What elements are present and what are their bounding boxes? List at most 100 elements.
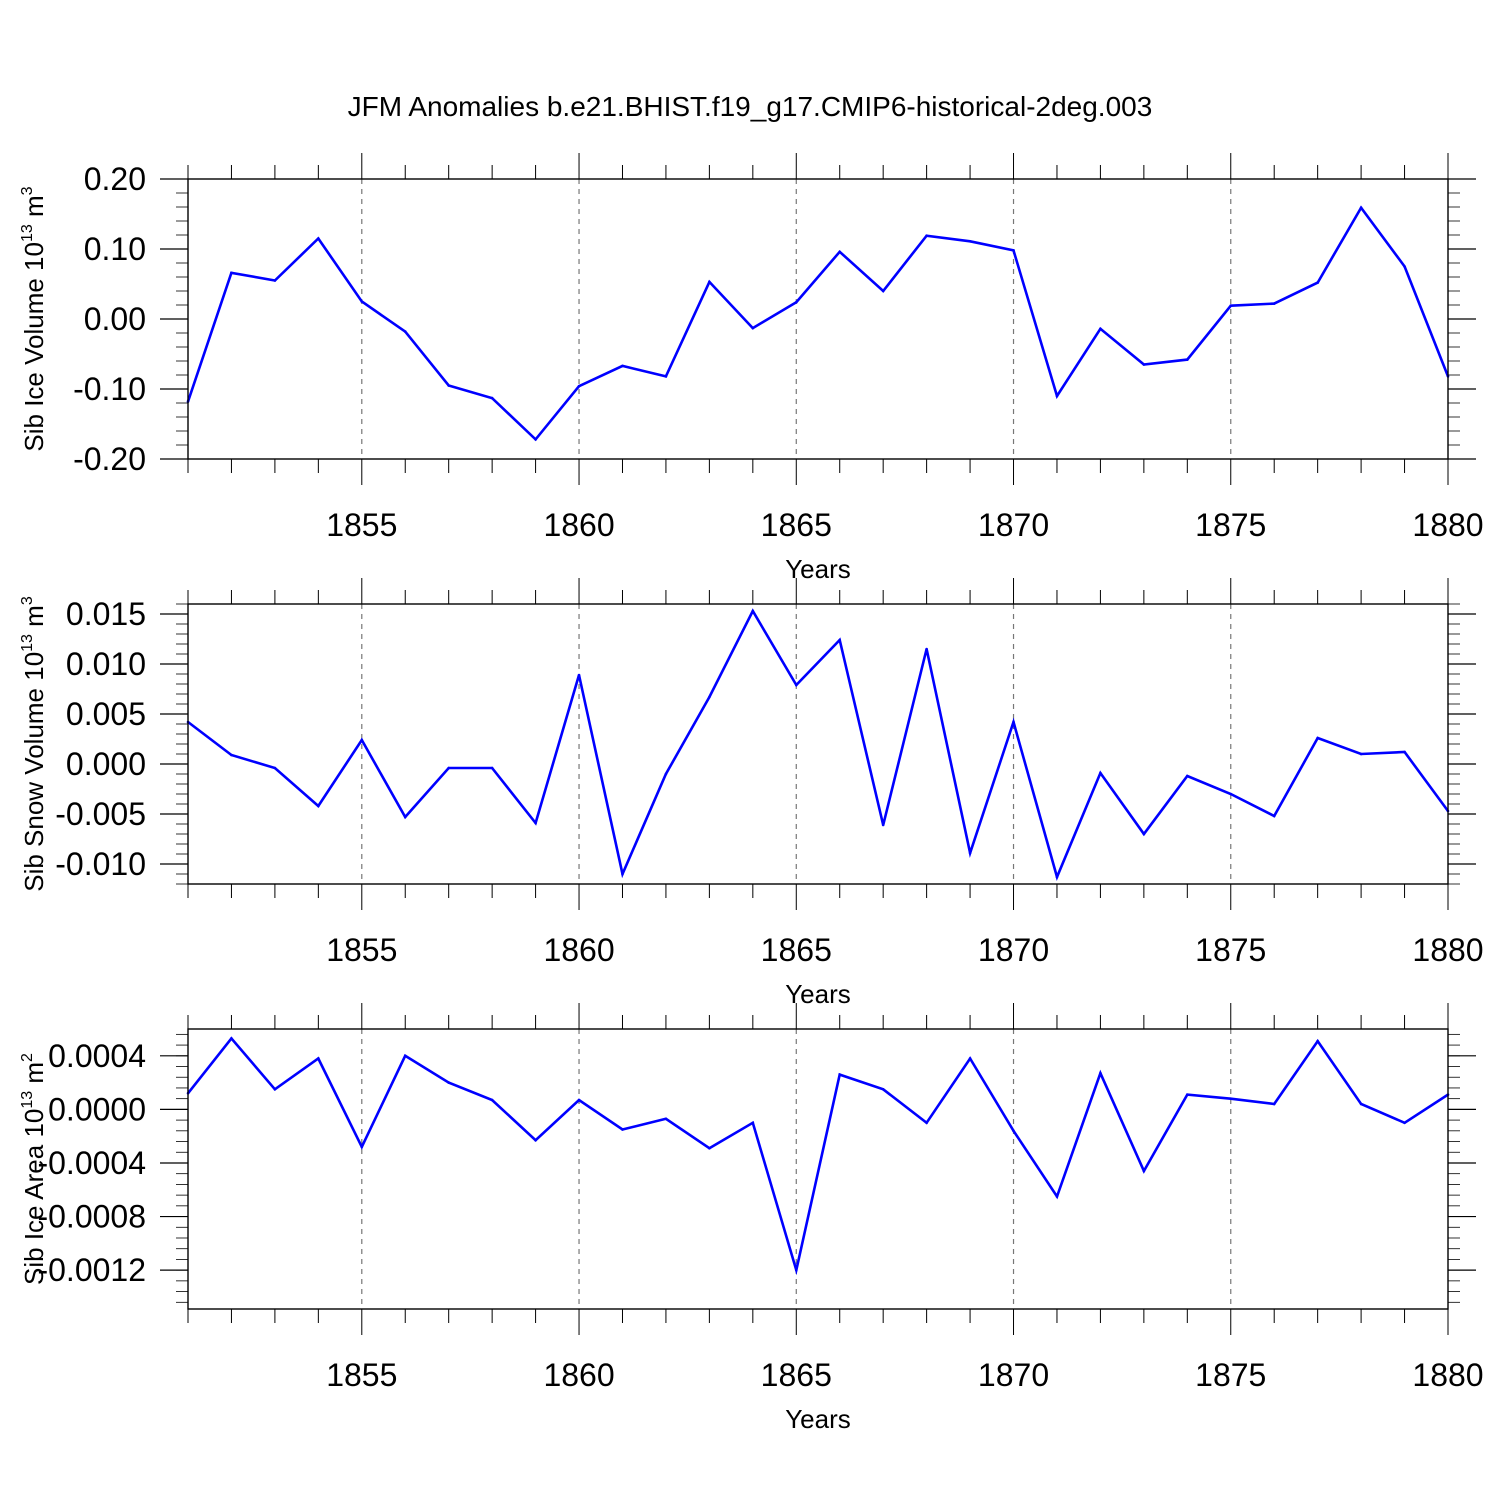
x-axis-title: Years: [785, 979, 851, 1009]
x-tick-label: 1865: [761, 932, 832, 968]
data-point: [1142, 363, 1146, 366]
y-axis-title-part: 3: [19, 596, 36, 605]
data-point: [1012, 720, 1015, 724]
x-axis-title: Years: [785, 1404, 851, 1434]
data-point: [1229, 792, 1233, 796]
data-point: [577, 384, 581, 388]
data-point: [794, 683, 798, 687]
data-point: [1142, 832, 1146, 836]
data-point: [925, 234, 928, 237]
data-point: [230, 1037, 233, 1040]
data-point: [1316, 1039, 1319, 1043]
y-axis-title: Sib Ice Volume 1013 m3: [19, 186, 49, 451]
data-point: [968, 240, 972, 243]
y-axis-title-part: Sib Ice Volume 10: [19, 242, 49, 452]
data-point: [664, 1117, 668, 1121]
data-point: [317, 237, 320, 240]
x-tick-label: 1870: [978, 507, 1049, 543]
series-line: [187, 608, 1450, 881]
y-axis-title-part: 3: [19, 186, 36, 195]
data-point: [838, 638, 842, 642]
y-axis-title-part: 2: [19, 1053, 36, 1062]
data-point: [230, 271, 233, 275]
x-tick-label: 1875: [1195, 507, 1266, 543]
data-point: [968, 851, 972, 855]
y-tick-label: 0.10: [84, 231, 146, 267]
x-tick-label: 1865: [761, 507, 832, 543]
data-point: [664, 772, 668, 776]
data-point: [1142, 1169, 1146, 1173]
data-point: [273, 279, 277, 282]
y-axis-title-part: m: [19, 1062, 49, 1084]
data-point: [925, 647, 928, 651]
y-tick-label: 0.015: [66, 596, 146, 632]
data-point: [360, 300, 364, 303]
y-tick-label: 0.0004: [48, 1038, 146, 1074]
panel-ice-volume: -0.20 -0.10 0.00 0.10 0.20 1855 1860 1865 1870 18…: [19, 153, 1484, 584]
data-point: [751, 1121, 755, 1125]
data-point: [708, 1146, 711, 1150]
data-point: [621, 364, 624, 368]
y-tick-label: -0.005: [55, 796, 146, 832]
data-point: [838, 1073, 842, 1076]
data-point: [447, 766, 450, 770]
data-point: [1012, 1129, 1015, 1133]
data-point: [1099, 327, 1102, 331]
data-point: [621, 872, 624, 876]
y-tick-label: 0.010: [66, 646, 146, 682]
x-tick-label: 1880: [1412, 932, 1483, 968]
x-tick-label: 1880: [1412, 1357, 1483, 1393]
data-point: [751, 326, 755, 330]
data-point: [1316, 281, 1319, 284]
x-tick-label: 1875: [1195, 932, 1266, 968]
y-axis-title: Sib Ice Area 1013 m2: [19, 1053, 49, 1285]
data-point: [1403, 1121, 1406, 1125]
x-tick-label: 1860: [543, 1357, 614, 1393]
data-point: [360, 1145, 364, 1149]
data-point: [1272, 1102, 1276, 1106]
data-point: [534, 821, 537, 825]
y-tick-label: -0.0012: [37, 1252, 146, 1288]
panel-snow-volume: -0.010 -0.005 0.000 0.005 0.010 0.015 1855 1860…: [19, 578, 1484, 1009]
data-point: [317, 1057, 320, 1060]
data-point: [881, 289, 885, 293]
plot-frame: [187, 178, 1449, 460]
data-point: [1403, 750, 1406, 754]
y-axis-title-space: [19, 1084, 49, 1091]
data-point: [403, 815, 407, 819]
data-point: [1403, 265, 1406, 268]
data-point: [881, 823, 885, 827]
data-point: [708, 695, 711, 699]
x-axis-title: Years: [785, 554, 851, 584]
data-point: [447, 384, 450, 387]
data-point: [403, 1054, 407, 1058]
data-point: [1359, 206, 1363, 209]
data-point: [490, 1098, 494, 1102]
data-point: [968, 1057, 972, 1060]
x-tick-label: 1870: [978, 932, 1049, 968]
y-tick-label: -0.20: [73, 441, 146, 477]
x-tick-label: 1870: [978, 1357, 1049, 1393]
x-tick-label: 1855: [326, 507, 397, 543]
panel-ice-area: -0.0012 -0.0008 -0.0004 0.0000 0.0004 1855 186…: [19, 1003, 1484, 1434]
series-line: [186, 205, 1450, 442]
y-axis-title-part: Sib Ice Area 10: [19, 1109, 49, 1285]
x-tick-label: 1860: [543, 507, 614, 543]
y-axis-title-part: 13: [19, 634, 36, 652]
y-axis-title-space: [19, 217, 49, 224]
y-tick-label: -0.10: [73, 371, 146, 407]
data-point: [447, 1081, 450, 1084]
plot-frame: [187, 603, 1449, 885]
y-tick-label: 0.00: [84, 301, 146, 337]
y-tick-label: -0.0008: [37, 1199, 146, 1235]
data-point: [1186, 774, 1189, 778]
y-axis-title-part: Sib Snow Volume 10: [19, 652, 49, 892]
data-point: [1055, 1195, 1059, 1198]
data-point: [664, 375, 668, 378]
data-point: [577, 1098, 581, 1102]
y-tick-label: 0.005: [66, 696, 146, 732]
data-point: [1055, 875, 1059, 879]
data-point: [534, 438, 537, 441]
data-point: [317, 804, 320, 808]
